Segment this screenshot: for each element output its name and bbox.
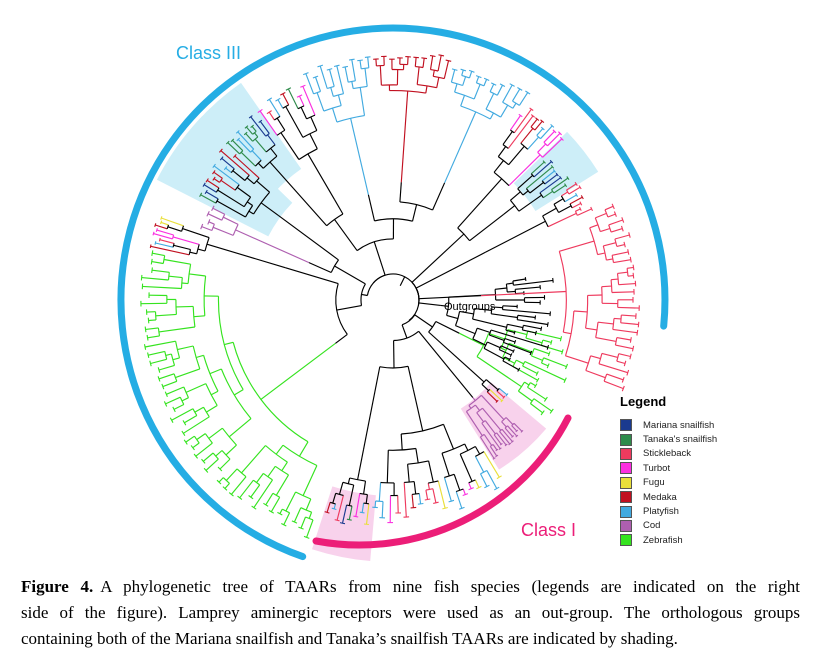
legend-label: Stickleback [643,448,692,460]
legend-swatch [620,491,632,504]
outgroups-label: Outgroups [444,301,496,313]
tree-svg [117,24,669,561]
caption-text: A phylogenetic tree of TAARs from nine f… [100,577,800,596]
legend-item: Medaka [620,490,717,504]
legend-label: Medaka [643,491,677,503]
legend-swatch [620,462,632,475]
legend-item: Zebrafish [620,533,717,547]
legend-swatch [620,447,632,460]
legend-swatch [620,476,632,489]
class-i-label: Class I [521,520,577,540]
legend-label: Fugu [643,477,665,489]
legend-item: Cod [620,519,717,533]
legend-swatch [620,419,632,432]
legend-item: Fugu [620,476,717,490]
legend-label: Mariana snailfish [643,419,715,431]
legend-item: Mariana snailfish [620,418,717,432]
legend-label: Zebrafish [643,534,683,546]
legend-swatch [620,534,632,547]
figure-number: Figure 4. [21,577,94,596]
legend-item: Stickleback [620,447,717,461]
legend-swatch [620,519,632,532]
legend-title: Legend [620,394,667,409]
legend-swatch [620,505,632,518]
legend-item: Tanaka's snailfish [620,432,717,446]
legend-item: Turbot [620,461,717,475]
caption-line: side of the figure). Lamprey aminergic r… [21,603,800,622]
class-iii-label: Class III [176,43,242,63]
legend: Legend Mariana snailfish Tanaka's snailf… [620,394,717,548]
legend-swatch [620,433,632,446]
legend-label: Turbot [643,462,671,474]
caption-line: containing both of the Mariana snailfish… [21,629,678,648]
caption-line: Figure 4. A phylogenetic tree of TAARs fr… [21,574,800,600]
legend-label: Platyfish [643,506,679,518]
figure-caption: Figure 4. A phylogenetic tree of TAARs fr… [21,574,800,652]
legend-label: Cod [643,520,661,532]
legend-label: Tanaka's snailfish [643,434,718,446]
legend-item: Platyfish [620,504,717,518]
